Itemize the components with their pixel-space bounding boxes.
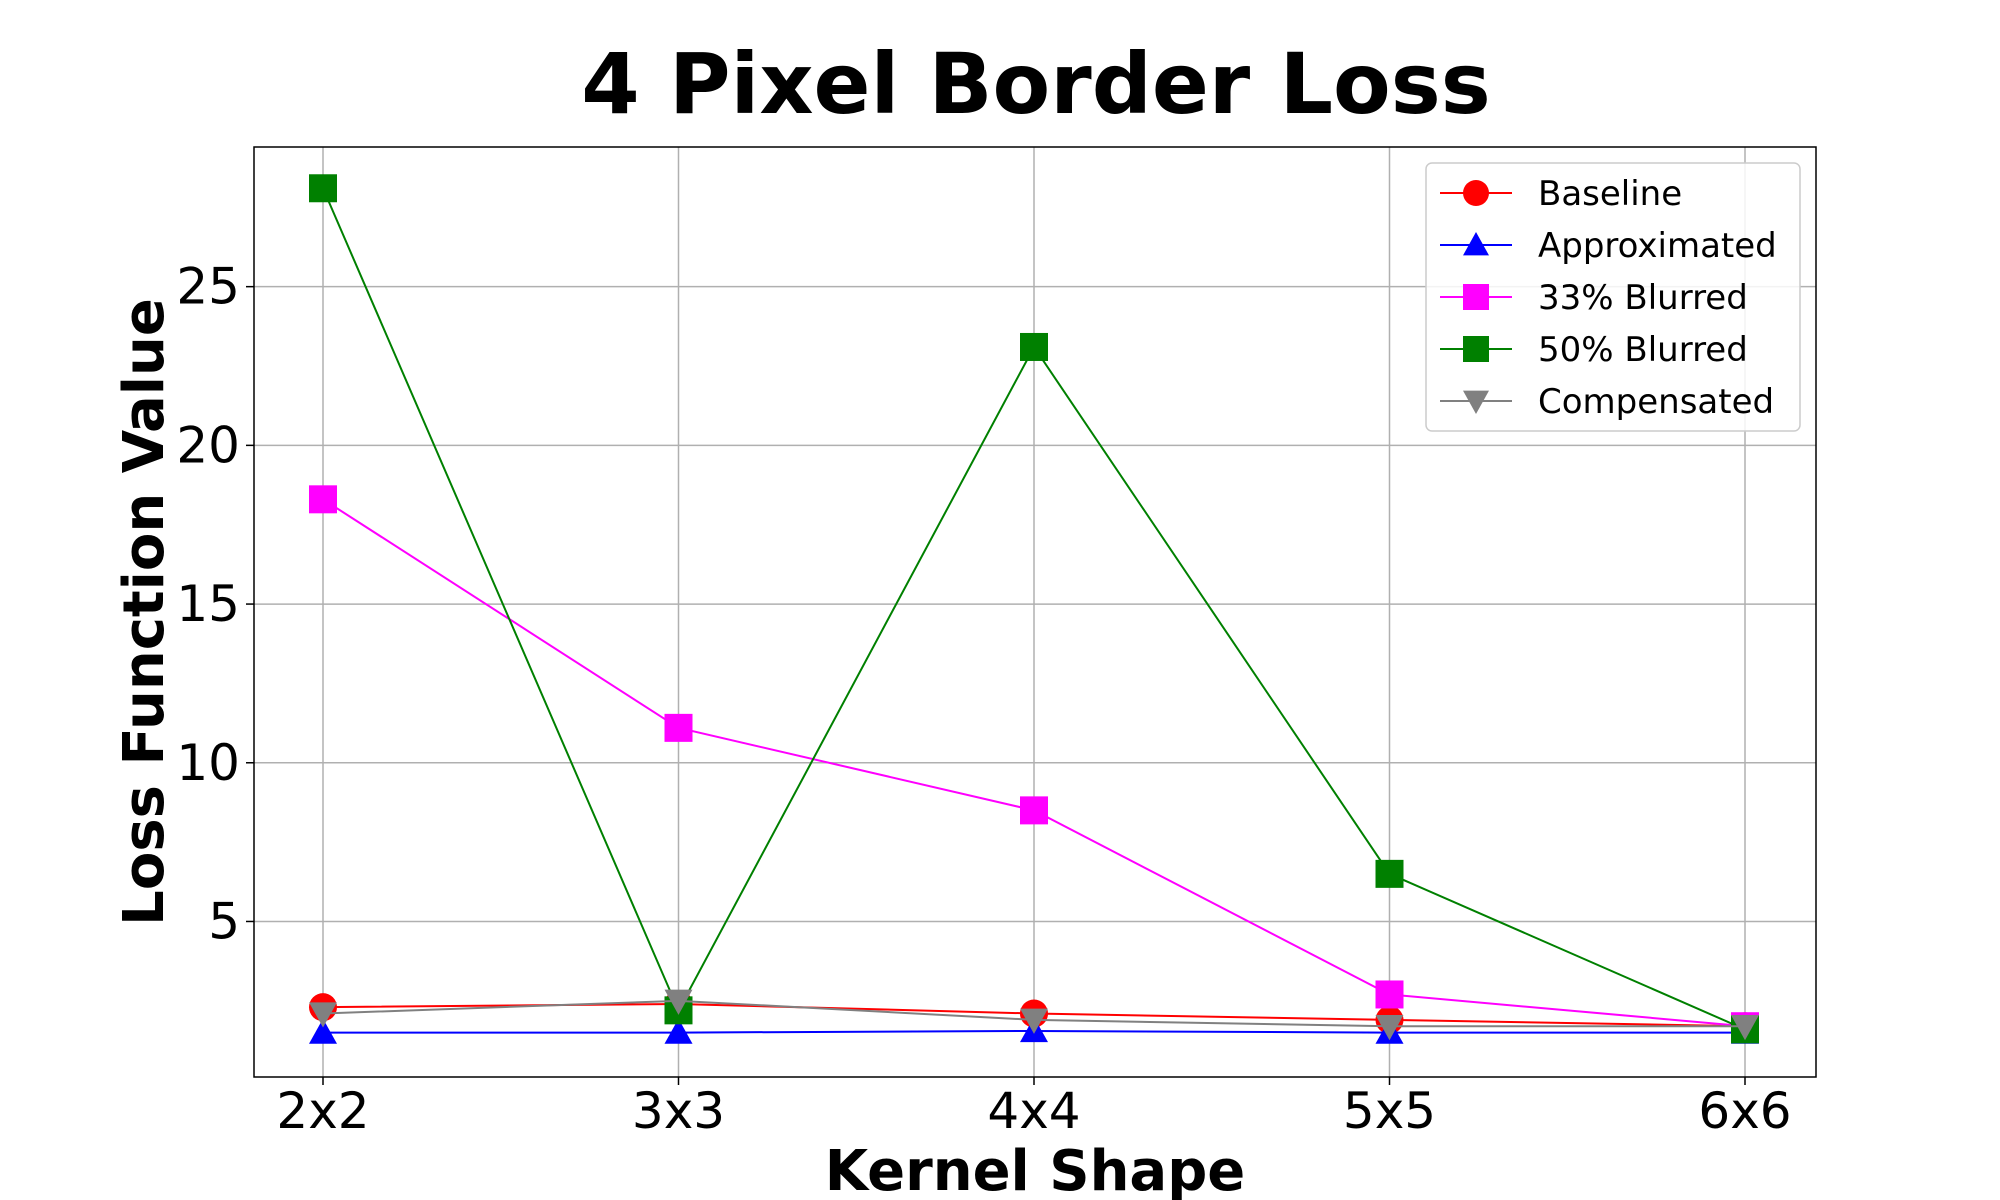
legend-label: 50% Blurred: [1538, 330, 1748, 370]
data-point: [664, 989, 693, 1015]
y-tick-label: 20: [176, 416, 240, 474]
legend-label: Baseline: [1538, 174, 1682, 214]
data-point: [1375, 980, 1404, 1009]
legend-label: Approximated: [1538, 226, 1777, 266]
data-point: [1731, 1015, 1759, 1041]
legend-box: [1425, 162, 1801, 432]
legend-item: Approximated: [1440, 226, 1777, 266]
data-point: [309, 1018, 337, 1044]
x-tick-label: 3x3: [632, 1082, 725, 1140]
data-point: [1020, 332, 1048, 361]
y-tick-label: 10: [176, 734, 240, 792]
y-tick-label: 25: [176, 258, 240, 316]
legend-marker: [1463, 390, 1489, 414]
data-point: [1375, 859, 1404, 888]
series-compensated: [309, 989, 1759, 1041]
legend-label: 33% Blurred: [1538, 278, 1748, 318]
plot-area: [253, 146, 1817, 1078]
data-point: [664, 1018, 693, 1044]
data-point: [309, 485, 337, 514]
y-tick-label: 15: [176, 575, 240, 633]
legend-marker: [1463, 336, 1489, 362]
x-axis-label: Kernel Shape: [825, 1139, 1246, 1200]
x-tick-label: 5x5: [1343, 1082, 1436, 1140]
data-point: [1020, 1008, 1048, 1034]
x-tick-label: 4x4: [987, 1082, 1080, 1140]
legend: Baseline Approximated 33% Blurred 50% Blurr…: [1425, 162, 1801, 432]
data-point: [664, 713, 693, 742]
series-layer: [309, 174, 1759, 1044]
data-point: [1020, 796, 1048, 825]
legend-label: Compensated: [1538, 382, 1774, 422]
data-point: [309, 1002, 337, 1028]
data-point: [1375, 1015, 1404, 1041]
x-tick-label: 2x2: [276, 1082, 369, 1140]
chart-title: 4 Pixel Border Loss: [581, 35, 1490, 133]
tick-labels: 2x2 3x3 4x4 5x5 6x6 5 10 15 20 25: [176, 258, 1791, 1140]
x-tick-label: 6x6: [1698, 1082, 1791, 1140]
legend-item: 50% Blurred: [1440, 330, 1748, 370]
legend-item: Compensated: [1440, 382, 1774, 422]
legend-item: 33% Blurred: [1440, 278, 1748, 318]
legend-marker: [1463, 284, 1489, 310]
legend-marker: [1463, 232, 1489, 256]
legend-marker: [1463, 180, 1489, 206]
legend-item: Baseline: [1440, 174, 1682, 214]
data-point: [309, 174, 337, 203]
y-axis-label: Loss Function Value: [112, 298, 177, 926]
y-tick-label: 5: [208, 892, 240, 950]
